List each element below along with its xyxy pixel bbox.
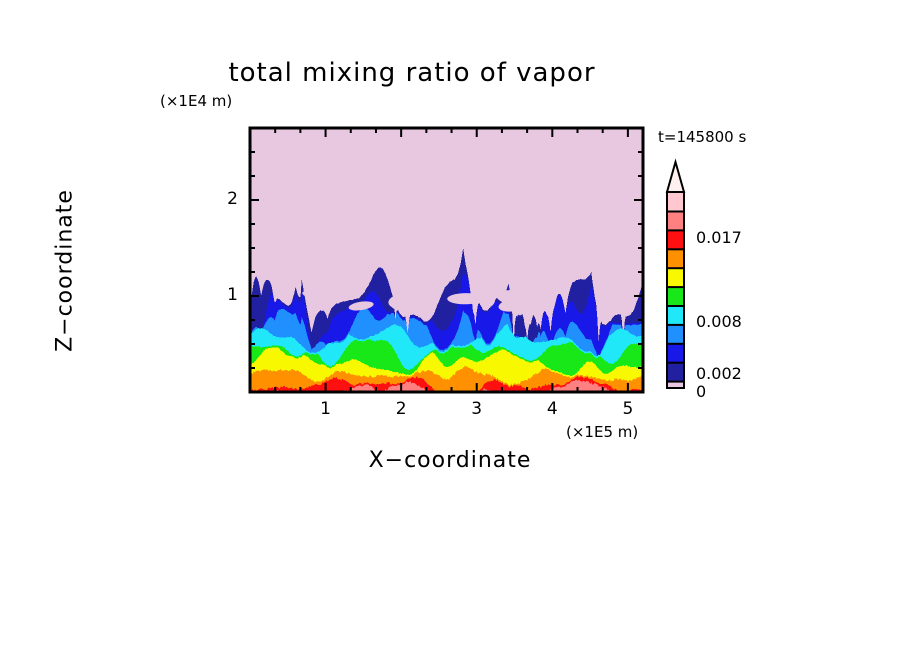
colorbar-tick-label: 0.002	[696, 364, 742, 383]
colorbar-tick-label: 0	[696, 382, 707, 401]
y-tick-label: 2	[227, 189, 238, 209]
x-tick-label: 4	[546, 399, 558, 419]
y-axis-unit-label: (×1E4 m)	[160, 92, 233, 110]
x-tick-label: 1	[320, 399, 331, 419]
x-tick-label: 3	[471, 399, 483, 419]
x-tick-label: 5	[622, 399, 634, 419]
colorbar	[665, 158, 686, 389]
x-axis-title-text: X−coordinate	[368, 448, 532, 473]
timestamp-annotation: t=145800 s	[658, 128, 747, 146]
chart-title: total mixing ratio of vapor	[0, 58, 904, 88]
colorbar-tick-label: 0.008	[696, 312, 742, 331]
x-axis-unit-label: (×1E5 m)	[566, 423, 639, 441]
chart-title-text: total mixing ratio of vapor	[228, 58, 596, 88]
x-tick-label: 2	[395, 399, 407, 419]
colorbar-tick-label: 0.017	[696, 228, 742, 247]
x-axis-title: X−coordinate	[0, 448, 904, 473]
y-tick-label: 1	[227, 285, 238, 305]
